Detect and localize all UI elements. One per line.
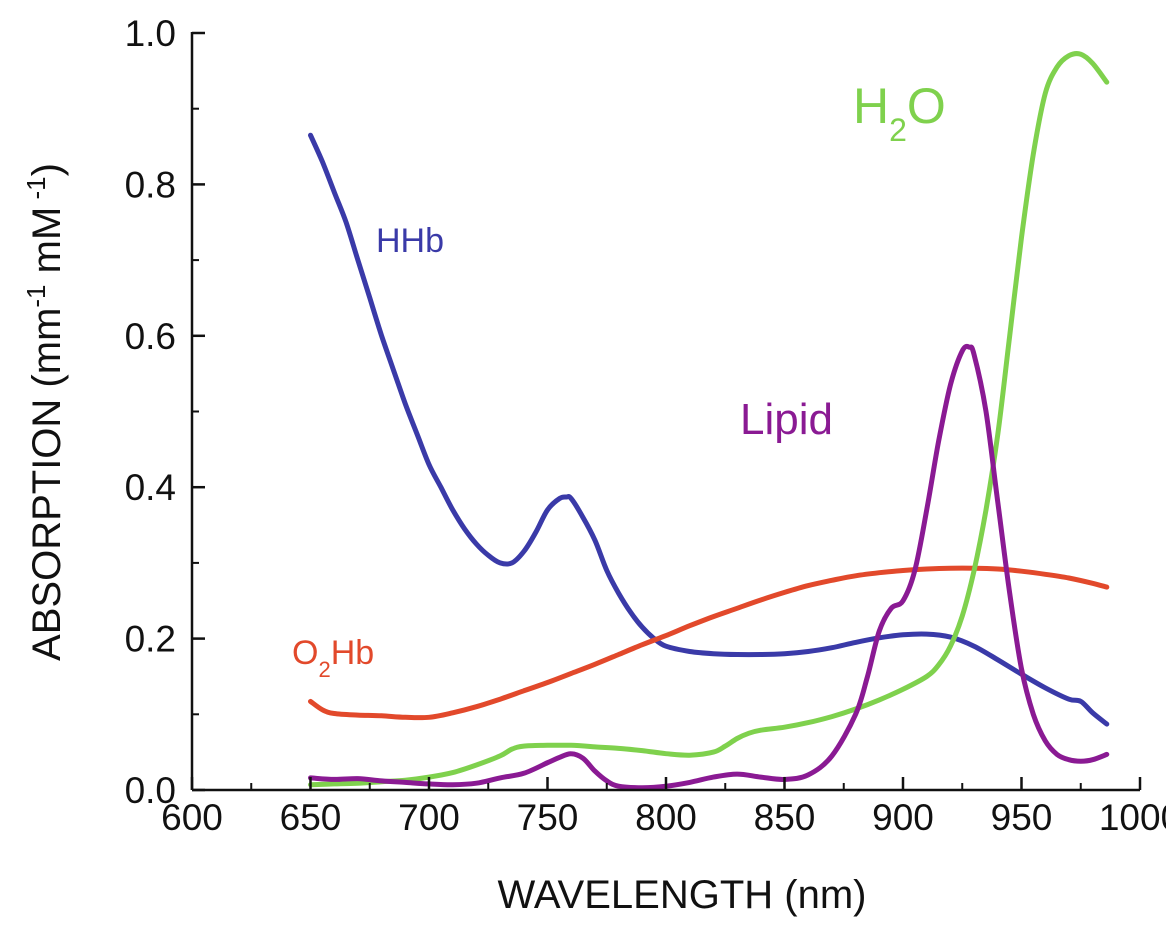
series-label-h2o-tail: O — [907, 78, 946, 134]
y-axis-title-sup-1: -1 — [21, 284, 51, 307]
series-layer — [308, 51, 1110, 791]
series-line-hhb — [308, 132, 1110, 727]
y-axis-title-prefix: ABSORPTION (mm — [25, 308, 69, 661]
series-label-o2hb: O2Hb — [292, 634, 374, 682]
series-label-h2o-main: H — [853, 78, 889, 134]
x-tick-label: 750 — [517, 797, 579, 838]
y-tick-label: 0.2 — [125, 619, 176, 660]
x-axis-title: WAVELENGTH (nm) — [498, 873, 867, 917]
y-tick-label: 0.8 — [125, 164, 176, 205]
x-tick-label: 950 — [991, 797, 1053, 838]
y-axis-title-sup-2: -1 — [21, 176, 51, 206]
x-tick-label: 800 — [635, 797, 697, 838]
y-tick-label: 0.6 — [125, 316, 176, 357]
y-axis-title-suffix: ) — [25, 163, 69, 176]
series-label-h2o-sub: 2 — [889, 112, 907, 148]
y-tick-label: 0.0 — [125, 770, 176, 811]
series-label-lipid-main: Lipid — [740, 395, 833, 444]
series-line-h2o — [308, 51, 1110, 788]
x-tick-label: 900 — [872, 797, 934, 838]
series-line-o2hb — [308, 565, 1110, 721]
x-tick-label: 700 — [398, 797, 460, 838]
series-label-hhb: HHb — [376, 222, 444, 260]
series-line-lipid — [308, 343, 1110, 791]
series-label-o2hb-main: O — [292, 634, 318, 672]
x-tick-label: 850 — [754, 797, 816, 838]
y-axis-title: ABSORPTION (mm-1 mM -1) — [21, 163, 69, 661]
y-tick-label: 1.0 — [125, 13, 176, 54]
x-tick-label: 650 — [280, 797, 342, 838]
y-axis-title-middle: mM — [25, 207, 69, 285]
series-label-o2hb-tail: Hb — [331, 634, 374, 672]
x-tick-label: 600 — [161, 797, 223, 838]
y-tick-label: 0.4 — [125, 467, 176, 508]
series-label-lipid: Lipid — [740, 395, 833, 444]
series-label-hhb-main: HHb — [376, 222, 444, 260]
series-label-h2o: H2O — [853, 78, 946, 148]
series-label-o2hb-sub: 2 — [318, 657, 330, 682]
